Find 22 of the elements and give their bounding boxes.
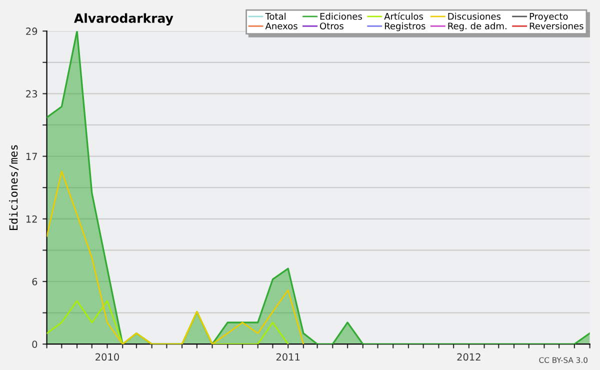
y-tick-label: 29 xyxy=(26,28,38,35)
legend-label: Reg. de adm. xyxy=(448,22,506,32)
x-tick-label: 2012 xyxy=(457,353,480,361)
y-tick-label: 0 xyxy=(32,340,38,348)
legend-label: Registros xyxy=(384,22,426,32)
legend-label: Ediciones xyxy=(320,12,362,20)
legend-label: Discusiones xyxy=(448,12,501,20)
x-tick-label: 2011 xyxy=(276,353,300,361)
legend-label: Total xyxy=(265,12,286,20)
line-series xyxy=(46,170,304,344)
legend-label: Proyecto xyxy=(530,13,568,22)
legend-label: Otros xyxy=(320,22,344,30)
y-tick-label: 12 xyxy=(26,215,37,223)
x-tick-label: 2010 xyxy=(96,353,119,361)
chart-title: Alvarodarkray xyxy=(74,13,174,26)
y-tick-label: 6 xyxy=(32,278,38,286)
legend-label: Anexos xyxy=(265,22,298,30)
y-tick-label: 23 xyxy=(26,90,37,98)
y-tick-label: 17 xyxy=(26,152,37,160)
y-axis-title: Ediciones/mes xyxy=(9,145,19,230)
legend-label: Artículos xyxy=(384,12,424,20)
legend-label: Reversiones xyxy=(530,22,584,30)
